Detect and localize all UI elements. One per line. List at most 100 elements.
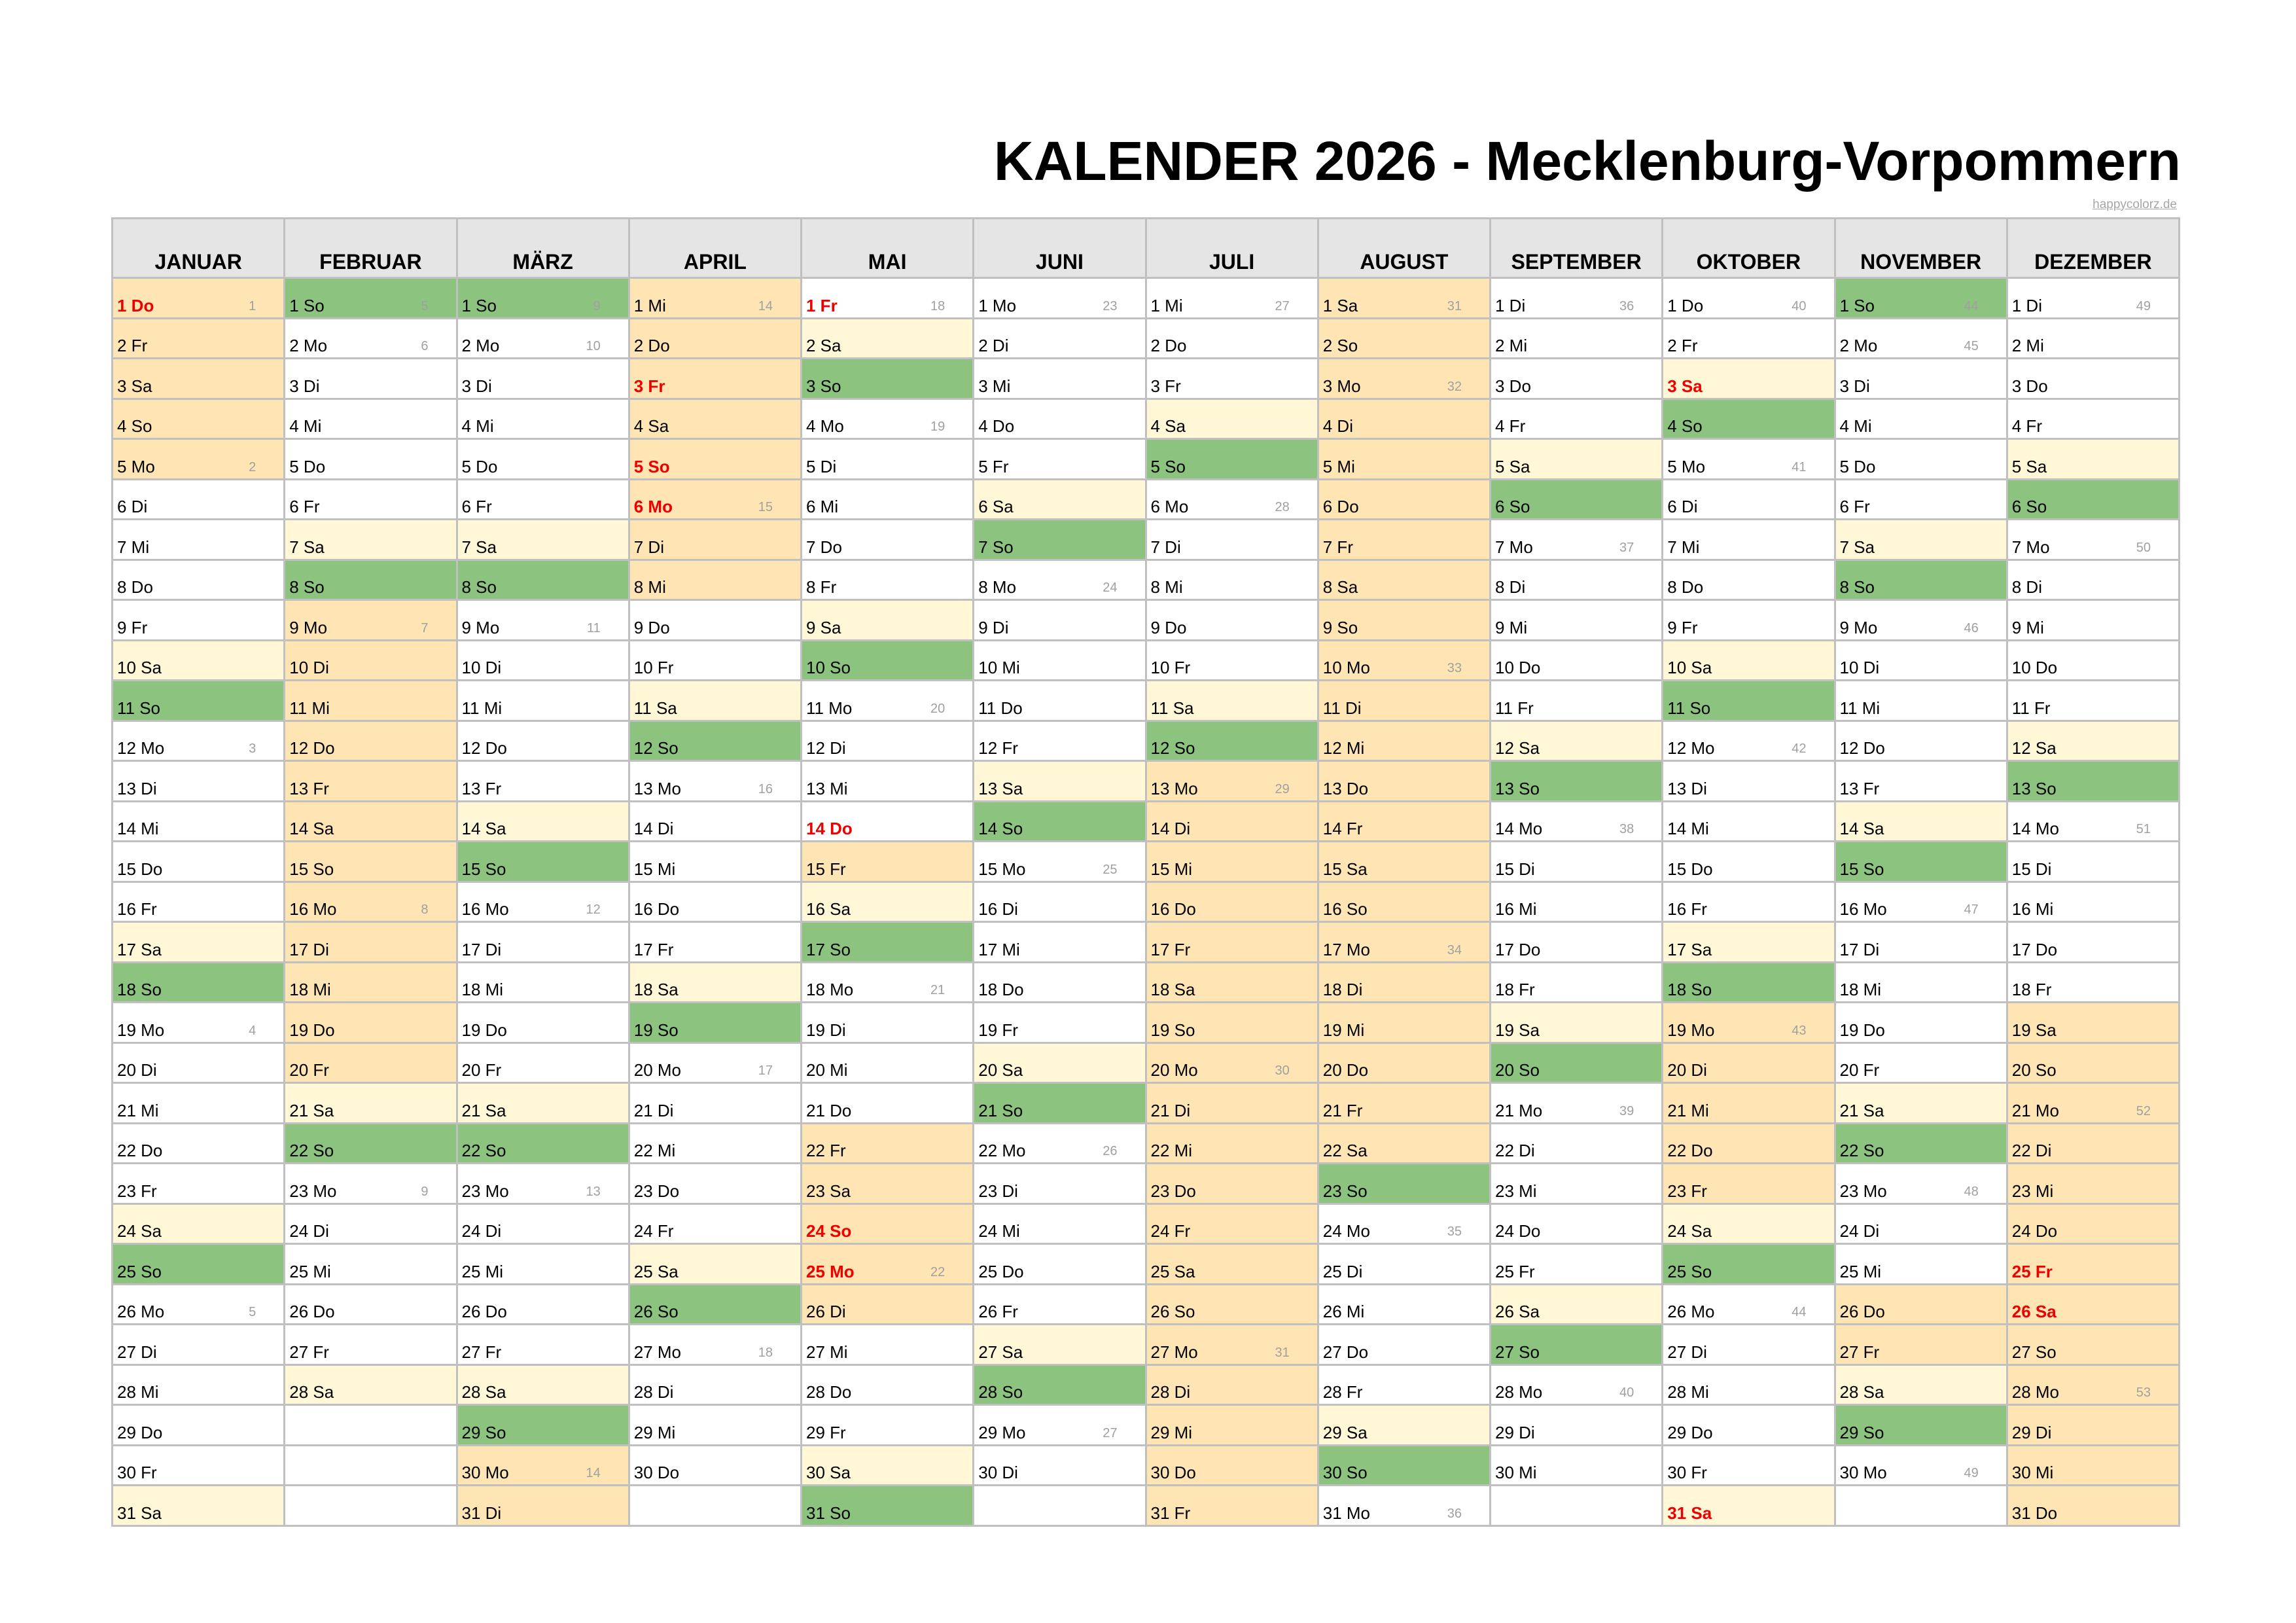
day-cell[interactable]: 8 Sa xyxy=(1316,558,1492,601)
day-cell[interactable]: 13 Fr xyxy=(1833,760,2008,802)
day-cell[interactable]: 29 So xyxy=(1833,1404,2008,1446)
day-cell[interactable]: 11 Do xyxy=(972,679,1147,722)
day-cell[interactable]: 27 Mo 18 xyxy=(627,1323,803,1366)
day-cell[interactable]: 13 So xyxy=(1489,760,1664,802)
day-cell[interactable]: 16 So xyxy=(1316,880,1492,923)
day-cell[interactable]: 30 Fr xyxy=(1661,1444,1836,1486)
day-cell[interactable]: 8 Mi xyxy=(1144,558,1319,601)
day-cell[interactable]: 14 Mi xyxy=(111,800,286,842)
day-cell[interactable]: 25 Sa xyxy=(627,1243,803,1285)
day-cell[interactable]: 7 Mi xyxy=(1661,518,1836,561)
day-cell[interactable]: 3 Di xyxy=(455,357,630,400)
day-cell[interactable]: 3 Do xyxy=(1489,357,1664,400)
day-cell[interactable]: 18 Mi xyxy=(1833,961,2008,1003)
day-cell[interactable]: 7 Sa xyxy=(1833,518,2008,561)
day-cell[interactable]: 17 Di xyxy=(1833,921,2008,963)
day-cell[interactable]: 8 Di xyxy=(1489,558,1664,601)
day-cell[interactable]: 12 Mo 3 xyxy=(111,719,286,762)
day-cell[interactable]: 6 So xyxy=(1489,478,1664,520)
day-cell[interactable]: 8 Di xyxy=(2005,558,2181,601)
day-cell[interactable]: 29 Fr xyxy=(800,1404,975,1446)
day-cell[interactable]: 20 Di xyxy=(111,1041,286,1084)
day-cell[interactable]: 13 Mo 16 xyxy=(627,760,803,802)
day-cell[interactable]: 7 Fr xyxy=(1316,518,1492,561)
day-cell[interactable]: 25 Sa xyxy=(1144,1243,1319,1285)
day-cell[interactable]: 16 Fr xyxy=(111,880,286,923)
day-cell[interactable]: 8 So xyxy=(455,558,630,601)
day-cell[interactable]: 1 So 9 xyxy=(455,277,630,319)
day-cell[interactable]: 7 Di xyxy=(627,518,803,561)
day-cell[interactable]: 13 Mi xyxy=(800,760,975,802)
day-cell[interactable]: 16 Mi xyxy=(2005,880,2181,923)
day-cell[interactable]: 4 Do xyxy=(972,397,1147,440)
day-cell[interactable]: 29 Di xyxy=(2005,1404,2181,1446)
day-cell[interactable]: 19 Mi xyxy=(1316,1001,1492,1044)
day-cell[interactable]: 16 Fr xyxy=(1661,880,1836,923)
day-cell[interactable]: 18 Di xyxy=(1316,961,1492,1003)
day-cell[interactable]: 19 Di xyxy=(800,1001,975,1044)
day-cell[interactable]: 22 Do xyxy=(111,1122,286,1164)
day-cell[interactable]: 14 Mi xyxy=(1661,800,1836,842)
day-cell[interactable]: 17 Mo 34 xyxy=(1316,921,1492,963)
day-cell[interactable]: 11 So xyxy=(1661,679,1836,722)
day-cell[interactable]: 24 Di xyxy=(283,1202,458,1245)
day-cell[interactable]: 7 Di xyxy=(1144,518,1319,561)
day-cell[interactable]: 23 Di xyxy=(972,1162,1147,1205)
day-cell[interactable]: 10 Fr xyxy=(1144,639,1319,681)
day-cell[interactable]: 4 Fr xyxy=(1489,397,1664,440)
day-cell[interactable]: 4 Mi xyxy=(1833,397,2008,440)
day-cell[interactable]: 2 So xyxy=(1316,317,1492,359)
day-cell[interactable]: 17 Do xyxy=(2005,921,2181,963)
day-cell[interactable]: 1 Di 49 xyxy=(2005,277,2181,319)
day-cell[interactable]: 18 So xyxy=(1661,961,1836,1003)
day-cell[interactable]: 20 Mo 17 xyxy=(627,1041,803,1084)
day-cell[interactable]: 15 Di xyxy=(2005,840,2181,883)
day-cell[interactable]: 3 Do xyxy=(2005,357,2181,400)
day-cell[interactable]: 17 Mi xyxy=(972,921,1147,963)
day-cell[interactable]: 10 Di xyxy=(1833,639,2008,681)
day-cell[interactable]: 2 Mo 45 xyxy=(1833,317,2008,359)
day-cell[interactable]: 6 So xyxy=(2005,478,2181,520)
day-cell[interactable]: 28 So xyxy=(972,1363,1147,1406)
day-cell[interactable]: 17 Fr xyxy=(627,921,803,963)
day-cell[interactable]: 26 Di xyxy=(800,1283,975,1325)
day-cell[interactable]: 9 Fr xyxy=(111,599,286,641)
day-cell[interactable]: 4 Mo 19 xyxy=(800,397,975,440)
day-cell[interactable]: 10 Mo 33 xyxy=(1316,639,1492,681)
day-cell[interactable]: 4 So xyxy=(1661,397,1836,440)
day-cell[interactable]: 10 Sa xyxy=(1661,639,1836,681)
day-cell[interactable]: 16 Sa xyxy=(800,880,975,923)
day-cell[interactable]: 19 Sa xyxy=(1489,1001,1664,1044)
day-cell[interactable]: 2 Do xyxy=(627,317,803,359)
day-cell[interactable]: 14 Fr xyxy=(1316,800,1492,842)
day-cell[interactable]: 14 Do xyxy=(800,800,975,842)
day-cell[interactable]: 19 Fr xyxy=(972,1001,1147,1044)
day-cell[interactable]: 16 Mi xyxy=(1489,880,1664,923)
day-cell[interactable]: 8 Do xyxy=(111,558,286,601)
day-cell[interactable]: 23 Mi xyxy=(1489,1162,1664,1205)
day-cell[interactable]: 11 Fr xyxy=(2005,679,2181,722)
day-cell[interactable]: 27 Sa xyxy=(972,1323,1147,1366)
day-cell[interactable]: 5 Di xyxy=(800,438,975,480)
day-cell[interactable]: 21 Do xyxy=(800,1082,975,1124)
day-cell[interactable]: 26 Do xyxy=(455,1283,630,1325)
day-cell[interactable]: 22 Di xyxy=(1489,1122,1664,1164)
day-cell[interactable]: 14 So xyxy=(972,800,1147,842)
day-cell[interactable]: 30 Mo 14 xyxy=(455,1444,630,1486)
day-cell[interactable]: 13 Fr xyxy=(283,760,458,802)
day-cell[interactable]: 14 Di xyxy=(1144,800,1319,842)
day-cell[interactable]: 25 Do xyxy=(972,1243,1147,1285)
day-cell[interactable]: 14 Sa xyxy=(1833,800,2008,842)
day-cell[interactable]: 20 Sa xyxy=(972,1041,1147,1084)
day-cell[interactable]: 20 Fr xyxy=(455,1041,630,1084)
day-cell[interactable]: 25 Di xyxy=(1316,1243,1492,1285)
day-cell[interactable]: 20 So xyxy=(1489,1041,1664,1084)
day-cell[interactable]: 8 So xyxy=(1833,558,2008,601)
day-cell[interactable]: 7 Mo 37 xyxy=(1489,518,1664,561)
day-cell[interactable]: 22 So xyxy=(1833,1122,2008,1164)
day-cell[interactable]: 31 Do xyxy=(2005,1484,2181,1527)
day-cell[interactable]: 29 Sa xyxy=(1316,1404,1492,1446)
day-cell[interactable]: 1 Mi 27 xyxy=(1144,277,1319,319)
day-cell[interactable]: 5 Do xyxy=(455,438,630,480)
day-cell[interactable]: 1 Mi 14 xyxy=(627,277,803,319)
